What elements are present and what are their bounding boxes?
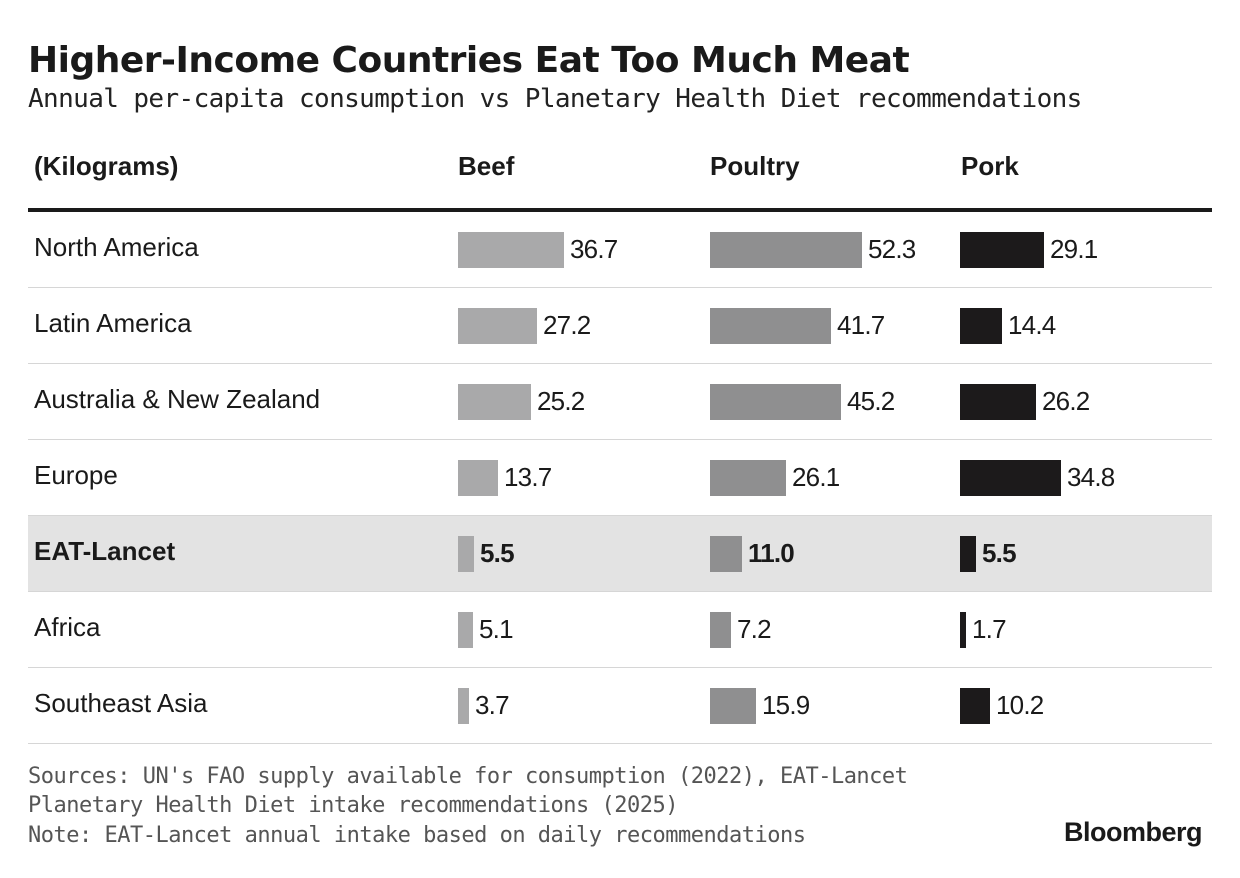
- poultry-value-label: 41.7: [837, 310, 885, 340]
- poultry-bar: [710, 612, 731, 648]
- row-label: EAT-Lancet: [34, 536, 176, 566]
- pork-value-label: 10.2: [996, 690, 1044, 720]
- poultry-value-label: 7.2: [737, 614, 772, 644]
- pork-value-label: 29.1: [1050, 234, 1098, 264]
- beef-bar: [458, 612, 473, 648]
- pork-bar: [960, 536, 976, 572]
- row-label: Australia & New Zealand: [34, 384, 321, 414]
- poultry-bar: [710, 308, 831, 344]
- poultry-bar: [710, 232, 862, 268]
- pork-value-label: 5.5: [982, 538, 1017, 568]
- table-row: Southeast Asia 3.7 15.9 10.2: [28, 668, 1212, 744]
- poultry-value-label: 52.3: [868, 234, 916, 264]
- beef-bar: [458, 308, 537, 344]
- column-header-pork: Pork: [961, 151, 1019, 181]
- pork-bar: [960, 232, 1044, 268]
- poultry-value-label: 26.1: [792, 462, 840, 492]
- pork-bar: [960, 460, 1061, 496]
- table-row: Africa 5.1 7.2 1.7: [28, 592, 1212, 668]
- poultry-bar: [710, 536, 742, 572]
- chart-title: Higher-Income Countries Eat Too Much Mea…: [28, 40, 910, 81]
- row-label: North America: [34, 232, 199, 262]
- beef-value-label: 25.2: [537, 386, 585, 416]
- pork-bar: [960, 308, 1002, 344]
- sources-line-1: Sources: UN's FAO supply available for c…: [28, 764, 908, 789]
- table-row-highlighted: EAT-Lancet 5.5 11.0 5.5: [28, 516, 1212, 592]
- table-row: Europe 13.7 26.1 34.8: [28, 440, 1212, 516]
- table-row: North America 36.7 52.3 29.1: [28, 212, 1212, 288]
- row-label: Southeast Asia: [34, 688, 208, 718]
- beef-value-label: 13.7: [504, 462, 552, 492]
- sources-line-2: Planetary Health Diet intake recommendat…: [28, 793, 679, 818]
- data-table: North America 36.7 52.3 29.1 Latin America 27…: [28, 212, 1212, 744]
- column-header-beef: Beef: [458, 151, 515, 181]
- unit-label: (Kilograms): [34, 151, 179, 181]
- pork-value-label: 14.4: [1008, 310, 1056, 340]
- poultry-value-label: 45.2: [847, 386, 895, 416]
- pork-bar: [960, 612, 966, 648]
- beef-value-label: 5.5: [480, 538, 515, 568]
- column-header-poultry: Poultry: [710, 151, 800, 181]
- beef-bar: [458, 384, 531, 420]
- beef-value-label: 5.1: [479, 614, 514, 644]
- row-label: Latin America: [34, 308, 192, 338]
- pork-value-label: 34.8: [1067, 462, 1115, 492]
- beef-value-label: 27.2: [543, 310, 591, 340]
- table-row: Australia & New Zealand 25.2 45.2 26.2: [28, 364, 1212, 440]
- poultry-value-label: 15.9: [762, 690, 810, 720]
- pork-value-label: 1.7: [972, 614, 1007, 644]
- pork-bar: [960, 688, 990, 724]
- beef-bar: [458, 460, 498, 496]
- poultry-bar: [710, 460, 786, 496]
- header-rule: [28, 208, 1212, 212]
- beef-bar: [458, 232, 564, 268]
- table-row: Latin America 27.2 41.7 14.4: [28, 288, 1212, 364]
- note-line: Note: EAT-Lancet annual intake based on …: [28, 823, 806, 848]
- poultry-value-label: 11.0: [748, 538, 795, 568]
- bloomberg-logo: Bloomberg: [1063, 817, 1203, 847]
- pork-bar: [960, 384, 1036, 420]
- beef-value-label: 3.7: [475, 690, 510, 720]
- beef-bar: [458, 688, 469, 724]
- chart-subtitle: Annual per-capita consumption vs Planeta…: [28, 84, 1082, 114]
- beef-value-label: 36.7: [570, 234, 618, 264]
- poultry-bar: [710, 688, 756, 724]
- pork-value-label: 26.2: [1042, 386, 1090, 416]
- poultry-bar: [710, 384, 841, 420]
- row-label: Africa: [34, 612, 101, 642]
- beef-bar: [458, 536, 474, 572]
- row-label: Europe: [34, 460, 118, 490]
